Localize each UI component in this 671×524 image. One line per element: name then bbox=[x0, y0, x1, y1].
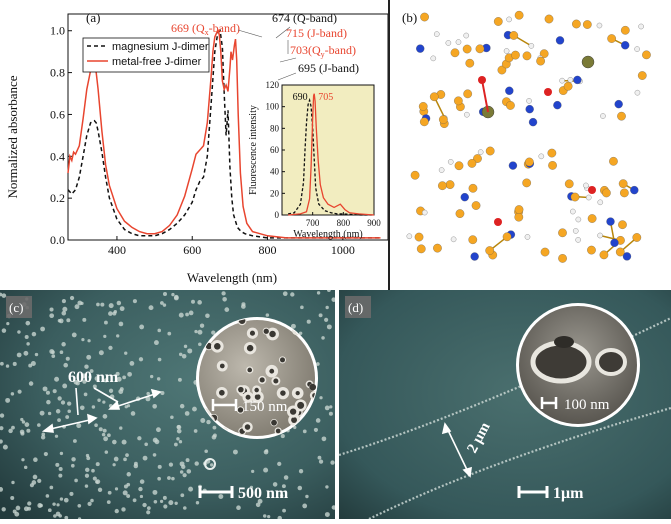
inset-background bbox=[282, 85, 374, 215]
y-tick-label: 20 bbox=[270, 188, 280, 198]
inset-x-axis-label: Wavelength (nm) bbox=[293, 229, 362, 240]
y-tick-label: 100 bbox=[266, 102, 280, 112]
panel-c: (c) 150 nm 500 nm 600 nm bbox=[0, 288, 337, 521]
panel-b: (b) bbox=[392, 0, 671, 290]
x-tick-label: 600 bbox=[183, 243, 201, 257]
y-tick-label: 0.8 bbox=[50, 66, 65, 80]
legend-entry: magnesium J-dimer bbox=[112, 41, 209, 53]
inset-peak-label: 705 bbox=[318, 92, 333, 103]
x-axis-label: Wavelength (nm) bbox=[187, 270, 277, 285]
annotation-leader bbox=[275, 26, 291, 39]
annotation-leader bbox=[237, 29, 263, 38]
panel-divider bbox=[388, 0, 390, 290]
inset-peak-label: 690 bbox=[293, 92, 308, 103]
panel-label-d: (d) bbox=[348, 300, 363, 315]
panel-label-b: (b) bbox=[402, 10, 417, 25]
series-line bbox=[67, 29, 381, 239]
plot-area: 400 600 800 10000.00.20.40.60.81.0magnesium… bbox=[50, 11, 389, 257]
particle-chain-lower bbox=[368, 406, 671, 520]
panel-label-c: (c) bbox=[9, 300, 23, 315]
peak-annotation: 669 (Qx-band) bbox=[171, 21, 240, 37]
panel-a: 400 600 800 1000 0.0 0.2 0.4 0.6 0.8 1.0 magnesium… bbox=[0, 0, 389, 290]
absorbance-chart: 400 600 800 10000.00.20.40.60.81.0magnesium… bbox=[5, 10, 389, 285]
scale-bar-label: 1μm bbox=[553, 485, 584, 502]
y-tick-label: 1.0 bbox=[50, 24, 65, 38]
x-tick-label: 400 bbox=[108, 243, 126, 257]
sem-image-c: (c) 150 nm 500 nm 600 nm bbox=[0, 288, 337, 521]
y-tick-label: 0.2 bbox=[50, 191, 65, 205]
legend-entry: metal-free J-dimer bbox=[112, 56, 202, 68]
peak-annotation: 674 (Q-band) bbox=[272, 11, 337, 25]
peak-annotation: 715 (J-band) bbox=[286, 26, 347, 40]
y-tick-label: 0 bbox=[275, 210, 280, 220]
y-tick-label: 0.0 bbox=[50, 233, 65, 247]
magnified-inset bbox=[199, 320, 315, 436]
x-tick-label: 900 bbox=[367, 218, 381, 228]
metal-free-dimer-structure bbox=[406, 146, 642, 263]
spacing-arrows bbox=[41, 387, 162, 433]
inset-scale-label: 100 nm bbox=[564, 397, 610, 413]
y-axis-label: Normalized absorbance bbox=[5, 75, 20, 198]
legend: magnesium J-dimer metal-free J-dimer bbox=[82, 37, 210, 73]
spacing-label: 600 nm bbox=[68, 369, 119, 386]
y-tick-label: 40 bbox=[270, 167, 280, 177]
annotation-leader bbox=[277, 72, 297, 81]
series-line bbox=[287, 97, 374, 216]
annotation-leader bbox=[279, 57, 297, 63]
y-tick-label: 80 bbox=[270, 123, 280, 133]
sem-image-d: (d) 100 nm 2 μm 1μm bbox=[338, 290, 671, 520]
fluorescence-inset: 700 800 900 0 20 40 60 80 100 120 Wavelength (nm) F… bbox=[248, 80, 381, 240]
series-line bbox=[288, 93, 375, 216]
peak-annotation: 695 (J-band) bbox=[298, 61, 359, 75]
x-tick-label: 1000 bbox=[331, 243, 355, 257]
y-tick-label: 0.6 bbox=[50, 107, 65, 121]
x-tick-label: 700 bbox=[306, 218, 320, 228]
inset-y-axis-label: Fluorescence intensity bbox=[248, 105, 259, 195]
panel-label-a: (a) bbox=[86, 10, 100, 25]
legend-box bbox=[82, 37, 210, 73]
x-tick-label: 800 bbox=[337, 218, 351, 228]
panel-d: (d) 100 nm 2 μm 1μm bbox=[338, 290, 671, 520]
y-tick-label: 0.4 bbox=[50, 149, 65, 163]
magnesium-dimer-structure bbox=[416, 10, 651, 128]
inset-scale-label: 150 nm bbox=[242, 399, 288, 415]
peak-annotation: 703(Qy-band) bbox=[290, 43, 356, 59]
y-tick-label: 120 bbox=[266, 80, 280, 90]
x-tick-label: 800 bbox=[259, 243, 277, 257]
spacing-arrow bbox=[441, 422, 472, 478]
y-tick-label: 60 bbox=[270, 145, 280, 155]
scale-bar-label: 500 nm bbox=[238, 485, 289, 502]
molecular-structure-illustration: (b) bbox=[402, 10, 651, 263]
